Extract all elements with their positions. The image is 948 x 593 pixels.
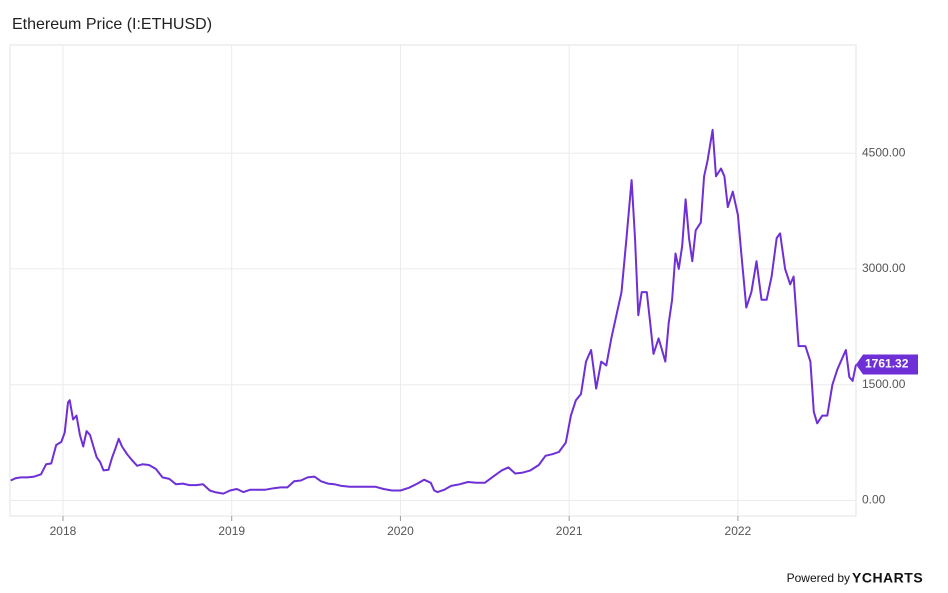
last-value-label: 1761.32 — [865, 357, 909, 371]
credit: Powered by — [787, 571, 850, 585]
brand: YCHARTS — [852, 570, 923, 586]
y-tick-label: 1500.00 — [862, 377, 906, 391]
plot-area — [9, 44, 857, 517]
y-tick-label: 0.00 — [862, 493, 886, 507]
x-tick-label: 2022 — [725, 524, 752, 538]
price-line — [10, 128, 857, 495]
chart-title: Ethereum Price (I:ETHUSD) — [12, 16, 212, 33]
x-tick-label: 2018 — [50, 524, 77, 538]
y-tick-label: 3000.00 — [862, 261, 906, 275]
last-value-tag — [856, 354, 918, 375]
x-tick-label: 2020 — [387, 524, 414, 538]
x-tick-label: 2019 — [218, 524, 245, 538]
x-tick-label: 2021 — [556, 524, 583, 538]
y-tick-label: 4500.00 — [862, 145, 906, 159]
